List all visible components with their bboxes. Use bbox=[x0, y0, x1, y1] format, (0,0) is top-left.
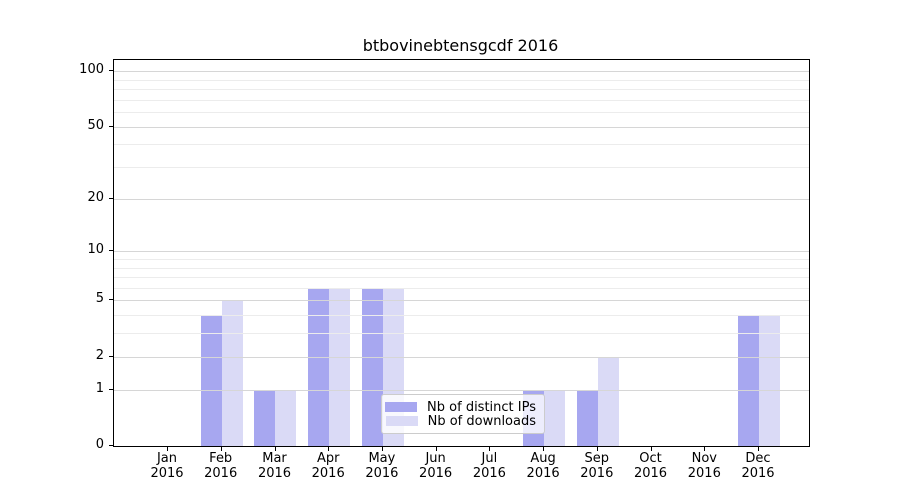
legend-item-distinct-ips: Nb of distinct IPs bbox=[385, 399, 536, 415]
x-tick-label-dec: Dec 2016 bbox=[726, 451, 790, 481]
x-tick-year: 2016 bbox=[204, 466, 238, 481]
y-tick-mark bbox=[109, 355, 114, 357]
gridline-major bbox=[114, 356, 809, 358]
bars-layer bbox=[114, 60, 809, 446]
legend-swatch-downloads bbox=[385, 416, 418, 426]
x-tick-mark bbox=[596, 446, 598, 451]
gridline-major bbox=[114, 198, 809, 200]
gridline-minor bbox=[114, 277, 809, 278]
x-tick-mark bbox=[489, 446, 491, 451]
x-tick-mark bbox=[435, 446, 437, 451]
y-tick-label: 5 bbox=[95, 291, 104, 307]
x-tick-mark bbox=[220, 446, 222, 451]
bar-distinct-ips-sep bbox=[576, 389, 598, 446]
legend-label-distinct-ips: Nb of distinct IPs bbox=[427, 399, 536, 415]
gridline-major bbox=[114, 300, 809, 302]
gridline-minor bbox=[114, 167, 809, 168]
x-tick-mark bbox=[704, 446, 706, 451]
bar-distinct-ips-mar bbox=[254, 389, 276, 446]
legend: Nb of distinct IPs Nb of downloads bbox=[381, 394, 545, 434]
grid-layer bbox=[114, 60, 809, 446]
x-tick-label-jan: Jan 2016 bbox=[135, 451, 199, 481]
y-tick-label: 20 bbox=[87, 189, 104, 205]
x-tick-year: 2016 bbox=[311, 466, 345, 481]
y-tick-mark bbox=[109, 299, 114, 301]
x-tick-label-aug: Aug 2016 bbox=[511, 451, 575, 481]
x-tick-label-sep: Sep 2016 bbox=[565, 451, 629, 481]
gridline-major bbox=[114, 126, 809, 128]
y-tick-label: 100 bbox=[79, 62, 104, 77]
bar-downloads-apr bbox=[329, 287, 351, 446]
y-tick-mark bbox=[109, 445, 114, 446]
bar-downloads-feb bbox=[221, 300, 243, 446]
gridline-major bbox=[114, 251, 809, 253]
legend-item-downloads: Nb of downloads bbox=[385, 413, 536, 429]
bar-downloads-mar bbox=[275, 389, 297, 446]
x-tick-mark bbox=[543, 446, 545, 451]
x-tick-label-may: May 2016 bbox=[350, 451, 414, 481]
x-tick-label-mar: Mar 2016 bbox=[243, 451, 307, 481]
x-tick-mark bbox=[650, 446, 652, 451]
x-tick-label-feb: Feb 2016 bbox=[189, 451, 253, 481]
x-tick-year: 2016 bbox=[257, 466, 292, 481]
x-tick-mark bbox=[758, 446, 759, 451]
x-tick-mark bbox=[167, 446, 168, 451]
gridline-major bbox=[114, 389, 809, 391]
x-tick-year: 2016 bbox=[580, 466, 614, 481]
y-tick-mark bbox=[109, 197, 114, 199]
y-tick-mark bbox=[109, 125, 114, 127]
x-tick-label-jun: Jun 2016 bbox=[404, 451, 468, 481]
gridline-minor bbox=[114, 144, 809, 146]
y-tick-label: 2 bbox=[95, 347, 104, 363]
x-tick-year: 2016 bbox=[687, 466, 721, 481]
bar-distinct-ips-feb bbox=[200, 315, 222, 446]
legend-swatch-distinct-ips bbox=[385, 402, 418, 412]
gridline-minor bbox=[114, 333, 809, 335]
x-tick-mark bbox=[328, 446, 330, 451]
x-tick-label-jul: Jul 2016 bbox=[457, 451, 521, 481]
gridline-minor bbox=[114, 315, 809, 317]
chart-title: btbovinebtensgcdf 2016 bbox=[362, 36, 559, 55]
y-tick-mark bbox=[109, 388, 114, 390]
gridline-minor bbox=[114, 88, 809, 90]
bar-downloads-aug bbox=[544, 389, 566, 446]
x-tick-label-nov: Nov 2016 bbox=[672, 451, 736, 481]
legend-label-downloads: Nb of downloads bbox=[427, 413, 536, 429]
y-tick-label: 50 bbox=[87, 117, 104, 133]
x-tick-year: 2016 bbox=[365, 466, 399, 481]
gridline-minor bbox=[114, 112, 809, 113]
bar-distinct-ips-apr bbox=[308, 287, 330, 446]
y-tick-label: 10 bbox=[87, 242, 104, 258]
y-tick-label: 1 bbox=[95, 380, 104, 396]
bar-downloads-sep bbox=[597, 356, 619, 446]
y-tick-label: 0 bbox=[95, 437, 104, 452]
x-tick-year: 2016 bbox=[741, 466, 775, 481]
x-tick-year: 2016 bbox=[633, 466, 668, 481]
x-tick-year: 2016 bbox=[150, 466, 184, 481]
x-tick-label-oct: Oct 2016 bbox=[619, 451, 683, 481]
x-tick-mark bbox=[381, 446, 383, 451]
bar-distinct-ips-may bbox=[361, 287, 383, 446]
x-tick-year: 2016 bbox=[472, 466, 506, 481]
gridline-major bbox=[114, 71, 809, 72]
x-tick-year: 2016 bbox=[526, 466, 560, 481]
gridline-minor bbox=[114, 79, 809, 81]
y-tick-mark bbox=[109, 70, 114, 71]
x-tick-mark bbox=[274, 446, 276, 451]
y-tick-mark bbox=[109, 250, 114, 252]
gridline-minor bbox=[114, 267, 809, 269]
gridline-minor bbox=[114, 99, 809, 101]
x-tick-year: 2016 bbox=[419, 466, 453, 481]
x-tick-label-apr: Apr 2016 bbox=[296, 451, 360, 481]
bar-distinct-ips-dec bbox=[738, 315, 759, 446]
gridline-minor bbox=[114, 258, 809, 260]
plot-area: Nb of distinct IPs Nb of downloads bbox=[113, 59, 810, 447]
gridline-minor bbox=[114, 287, 809, 289]
bar-downloads-dec bbox=[759, 315, 780, 446]
